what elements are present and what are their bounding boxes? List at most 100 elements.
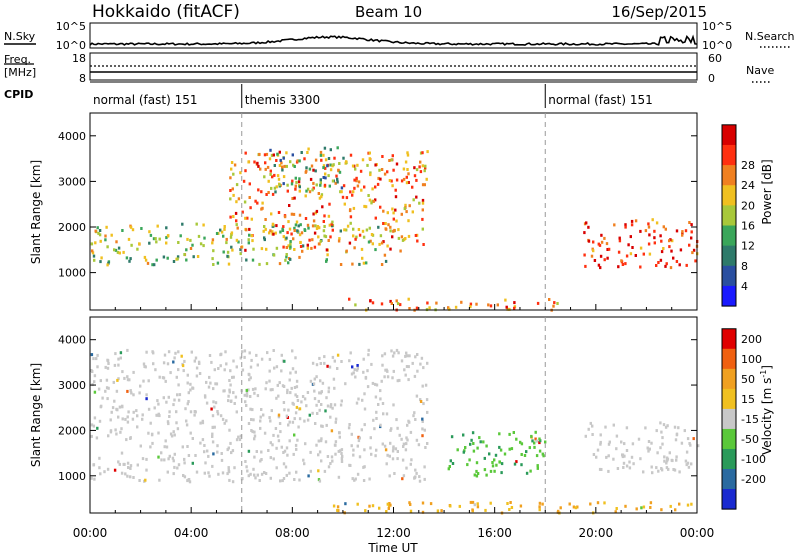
data-cell <box>287 408 290 412</box>
data-cell <box>271 224 274 228</box>
data-cell <box>287 220 290 224</box>
data-cell <box>351 262 354 266</box>
data-cell <box>265 262 269 266</box>
data-cell <box>411 210 414 214</box>
data-cell <box>660 239 663 243</box>
data-cell <box>223 227 226 231</box>
data-cell <box>226 254 229 258</box>
data-cell <box>368 157 371 161</box>
data-cell <box>260 408 263 411</box>
data-cell <box>173 398 176 402</box>
data-cell <box>288 227 292 231</box>
data-cell <box>106 366 110 370</box>
data-cell <box>341 454 344 458</box>
data-cell <box>322 166 325 170</box>
data-cell <box>253 455 256 459</box>
data-cell <box>308 413 311 417</box>
data-cell <box>468 458 471 462</box>
data-cell <box>317 453 320 457</box>
data-cell <box>599 442 602 446</box>
data-cell <box>258 152 261 156</box>
data-cell <box>244 400 247 404</box>
data-cell <box>322 164 326 168</box>
data-cell <box>472 442 475 445</box>
data-cell <box>296 438 299 442</box>
data-cell <box>493 458 496 462</box>
data-cell <box>327 174 330 178</box>
data-cell <box>392 403 395 407</box>
data-cell <box>96 365 99 369</box>
data-cell <box>408 354 411 358</box>
data-cell <box>333 156 336 160</box>
data-cell <box>322 220 325 223</box>
data-cell <box>268 357 272 361</box>
data-cell <box>386 170 389 174</box>
data-cell <box>315 375 318 379</box>
data-cell <box>233 163 237 167</box>
data-cell <box>263 153 267 157</box>
data-cell <box>317 399 320 403</box>
data-cell <box>354 237 357 241</box>
data-cell <box>423 477 426 481</box>
data-cell <box>160 451 163 455</box>
data-cell <box>451 462 455 465</box>
data-cell <box>125 438 128 442</box>
data-cell <box>156 224 159 228</box>
data-cell <box>421 417 424 421</box>
data-cell <box>337 475 341 479</box>
data-cell <box>396 450 399 453</box>
data-cell <box>92 254 96 258</box>
data-cell <box>183 359 186 363</box>
freq-unit: [MHz] <box>4 66 36 79</box>
data-cell <box>471 500 475 504</box>
data-cell <box>320 403 323 406</box>
data-cell <box>153 406 156 410</box>
data-cell <box>413 166 416 170</box>
data-cell <box>227 466 230 470</box>
data-cell <box>389 229 392 233</box>
data-cell <box>668 451 671 455</box>
data-cell <box>185 423 189 427</box>
data-cell <box>660 250 664 254</box>
data-cell <box>291 367 295 371</box>
data-cell <box>289 240 292 243</box>
data-cell <box>230 231 234 235</box>
data-cell <box>176 255 180 259</box>
data-cell <box>395 418 398 422</box>
data-cell <box>535 454 539 458</box>
data-cell <box>319 362 322 365</box>
data-cell <box>329 462 332 465</box>
data-cell <box>538 441 541 445</box>
data-cell <box>333 359 336 363</box>
data-cell <box>671 459 674 463</box>
data-cell <box>131 228 135 232</box>
data-cell <box>114 248 118 252</box>
data-cell <box>423 169 426 173</box>
data-cell <box>235 200 238 204</box>
data-cell <box>229 441 232 445</box>
data-cell <box>234 211 238 215</box>
colorbar-swatch <box>722 185 736 206</box>
data-cell <box>245 391 249 395</box>
colorbar-tick-label: 8 <box>741 260 748 273</box>
data-cell <box>232 391 235 395</box>
data-cell <box>404 373 407 377</box>
data-cell <box>649 501 653 505</box>
data-cell <box>187 478 190 482</box>
data-cell <box>590 254 594 258</box>
data-cell <box>596 501 600 505</box>
data-cell <box>418 479 422 483</box>
data-cell <box>660 468 664 472</box>
data-cell <box>612 423 615 427</box>
data-cell <box>229 176 232 180</box>
x-tick-label: 08:00 <box>275 526 310 540</box>
data-cell <box>376 182 380 186</box>
data-cell <box>350 372 354 376</box>
data-cell <box>241 350 244 354</box>
data-cell <box>672 256 675 260</box>
data-cell <box>356 472 360 476</box>
data-cell <box>541 502 544 506</box>
data-cell <box>96 226 99 230</box>
data-cell <box>227 394 230 398</box>
data-cell <box>279 158 282 162</box>
